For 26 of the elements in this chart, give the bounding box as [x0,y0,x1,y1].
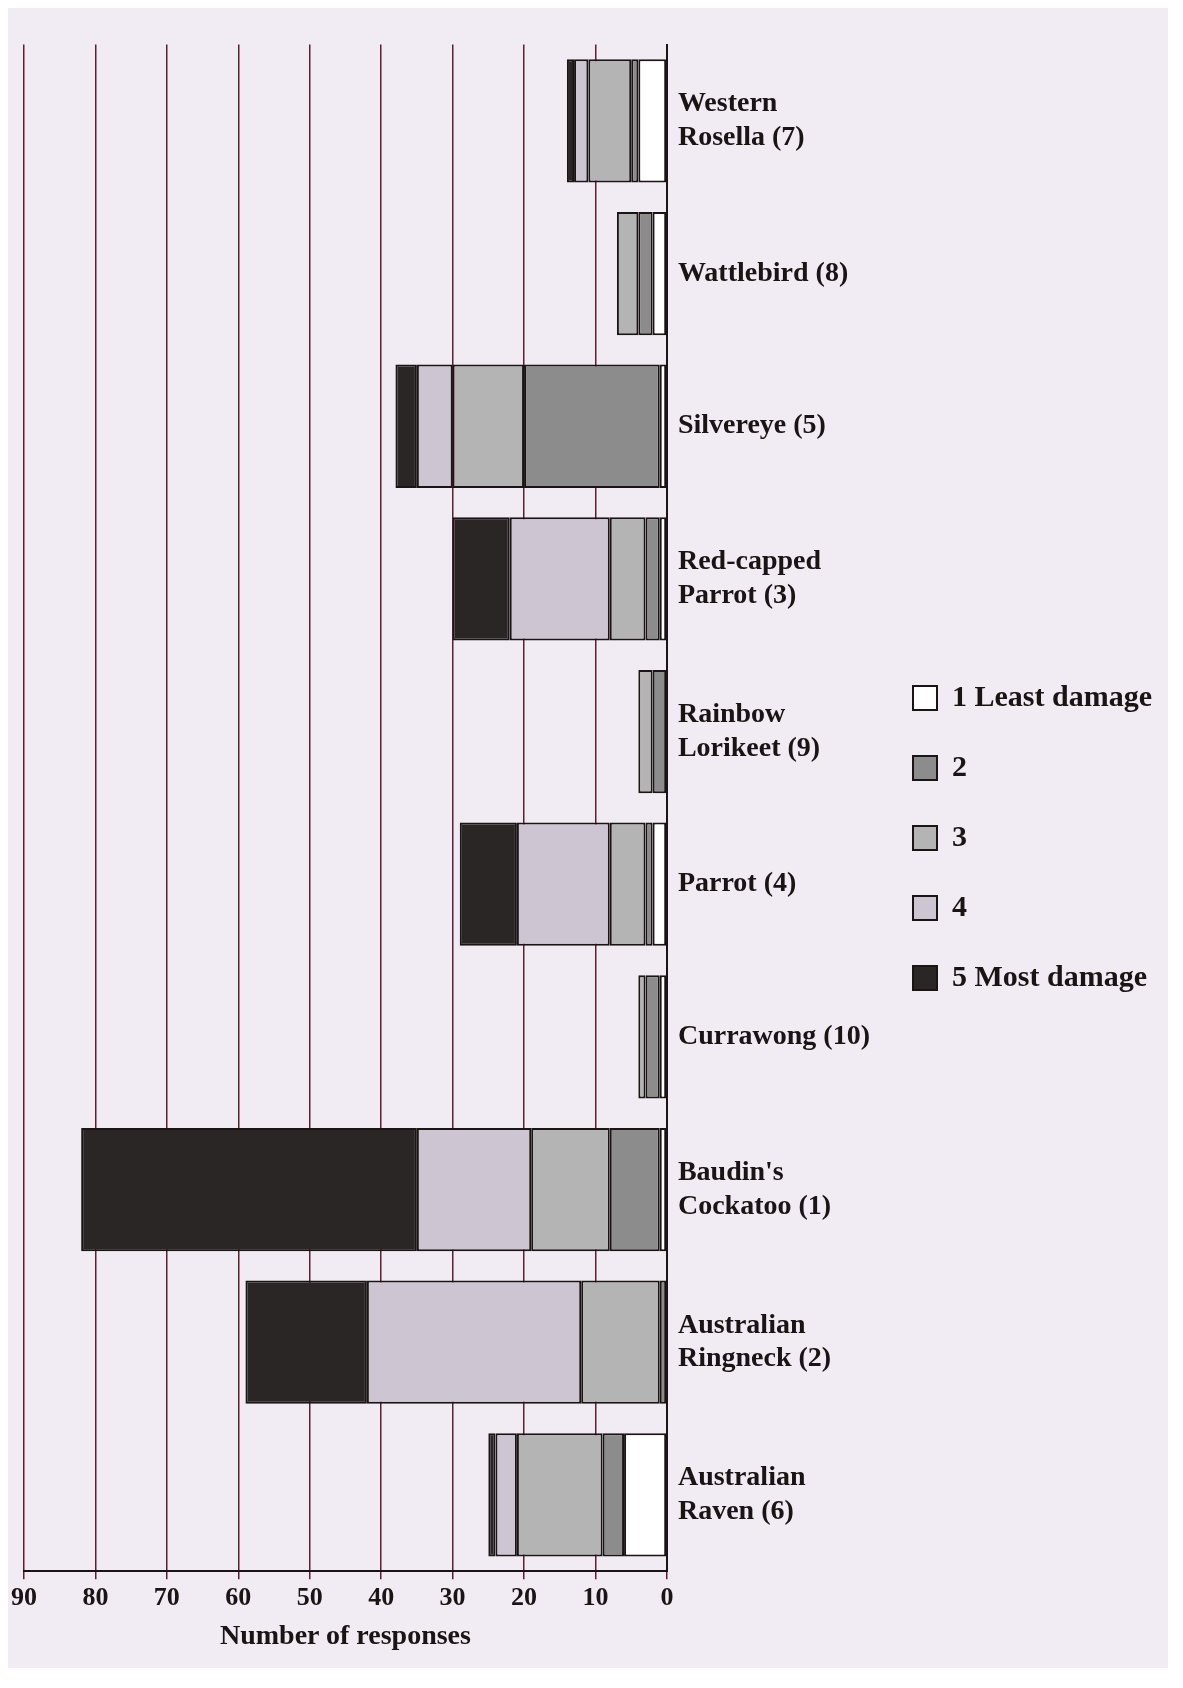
x-tick-label: 0 [660,1581,674,1611]
y-tick-label: Red-capped Parrot (3) [677,544,822,609]
y-tick-label: Wattlebird (8) [677,255,849,287]
y-tick-label: Silvereye (5) [677,408,826,440]
legend-label: 4 [952,888,967,922]
legend-label: 5 Most damage [952,958,1147,992]
x-tick-label: 70 [153,1581,180,1611]
y-tick-label: Currawong (10) [677,1019,870,1051]
y-tick-label: Parrot (4) [677,866,797,898]
x-tick-label: 60 [225,1581,252,1611]
x-tick-label: 90 [11,1581,37,1611]
x-tick-label: 20 [511,1581,538,1611]
x-tick-label: 80 [82,1581,109,1611]
y-tick-label: Western Rosella (7) [677,86,805,151]
legend-label: 3 [952,818,967,852]
x-tick-label: 10 [582,1581,609,1611]
y-tick-label: Australian Raven (6) [677,1460,806,1525]
x-axis-title: Number of responses [219,1619,472,1651]
x-tick-label: 40 [368,1581,395,1611]
legend-label: 1 Least damage [952,678,1152,712]
x-tick-label: 50 [296,1581,323,1611]
x-tick-label: 30 [439,1581,466,1611]
y-tick-label: Baudin's Cockatoo (1) [677,1154,832,1220]
legend-label: 2 [952,748,967,782]
y-tick-label: Rainbow Lorikeet (9) [677,697,821,762]
y-tick-label: Australian Ringneck (2) [677,1307,832,1373]
